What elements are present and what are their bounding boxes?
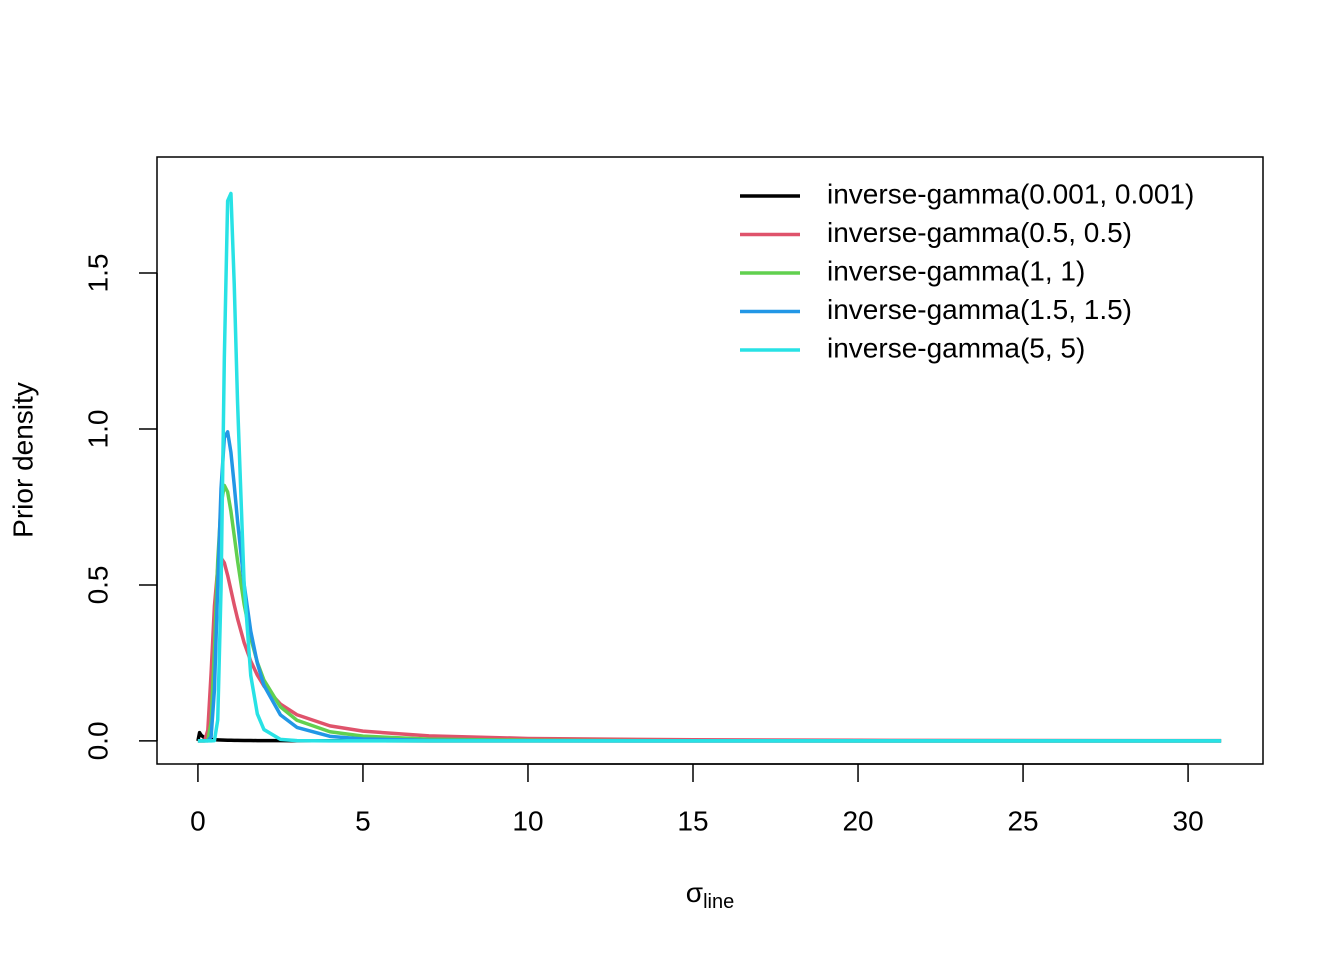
x-axis-label: σline: [686, 877, 734, 913]
series-line: [197, 556, 1222, 743]
legend-label: inverse-gamma(1, 1): [827, 255, 1085, 286]
x-tick-label: 30: [1173, 805, 1204, 836]
y-axis-label: Prior density: [7, 382, 38, 538]
legend-label: inverse-gamma(0.001, 0.001): [827, 178, 1194, 209]
x-label-sub: line: [703, 891, 734, 913]
legend-label: inverse-gamma(1.5, 1.5): [827, 294, 1132, 325]
legend-label: inverse-gamma(0.5, 0.5): [827, 217, 1132, 248]
x-tick-label: 5: [355, 805, 371, 836]
x-label-main: σ: [686, 877, 703, 908]
series-line: [197, 430, 1222, 743]
y-tick-label: 1.5: [82, 254, 113, 293]
series-line: [197, 483, 1222, 743]
y-tick-label: 0.0: [82, 721, 113, 760]
x-tick-label: 10: [512, 805, 543, 836]
x-tick-label: 25: [1007, 805, 1038, 836]
legend-label: inverse-gamma(5, 5): [827, 332, 1085, 363]
y-tick-label: 0.5: [82, 565, 113, 604]
plot-box: [156, 156, 1264, 765]
series-line: [197, 191, 1222, 743]
x-tick-label: 0: [190, 805, 206, 836]
x-tick-label: 20: [842, 805, 873, 836]
y-tick-label: 1.0: [82, 410, 113, 449]
x-tick-label: 15: [677, 805, 708, 836]
